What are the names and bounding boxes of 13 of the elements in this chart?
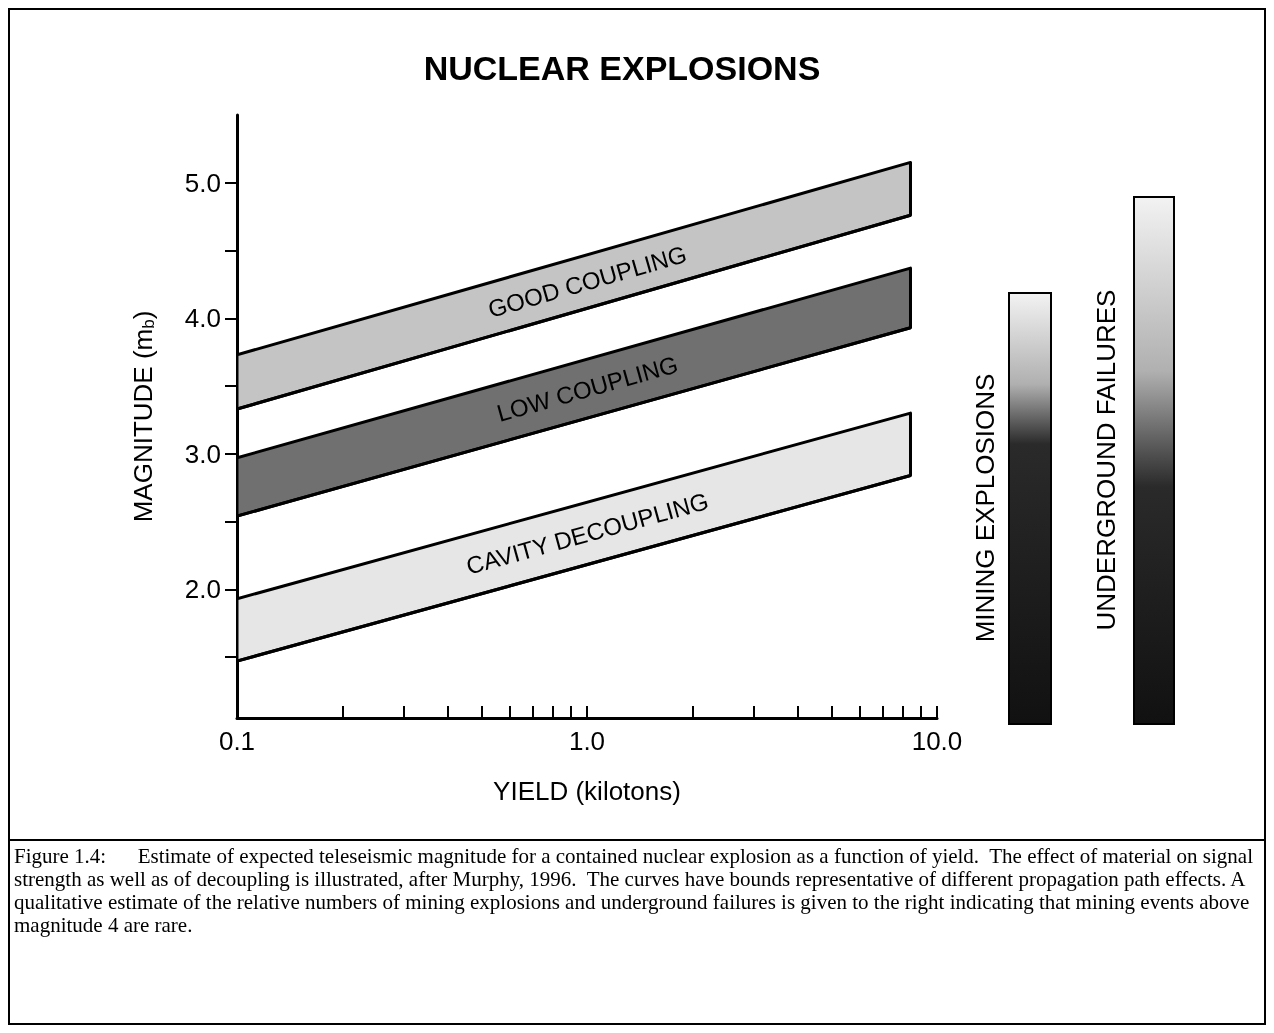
chart-title: NUCLEAR EXPLOSIONS (423, 49, 821, 87)
y-axis-title: MAGNITUDE (mb) (127, 310, 158, 523)
y-tick-label: 3.0 (184, 438, 221, 469)
caption: Figure 1.4: Estimate of expected teleseismic magnitude for a contained nuclear explosion as a function of yield. The effect of material on signal strength as well as of decoupling is illustrated, after Murphy, 1996. The curves have bounds representative of different propagation path effects. A qualitative estimate of the relative numbers of mining explosions and underground failures is given to the right indicating that mining events above magnitude 4 are rare. (14, 843, 1259, 937)
y-tick-label: 5.0 (184, 167, 221, 198)
x-axis-title: YIELD (kilotons) (493, 776, 681, 806)
y-tick-label: 4.0 (184, 303, 221, 334)
text: MINING EXPLOSIONS (970, 373, 1000, 643)
x-tick-label: 1.0 (568, 726, 606, 756)
x-tick-label: 10.0 (911, 726, 963, 756)
text: UNDERGROUND FAILURES (1091, 289, 1121, 631)
y-tick-label: 2.0 (184, 574, 221, 605)
x-tick-label: 0.1 (218, 726, 256, 756)
